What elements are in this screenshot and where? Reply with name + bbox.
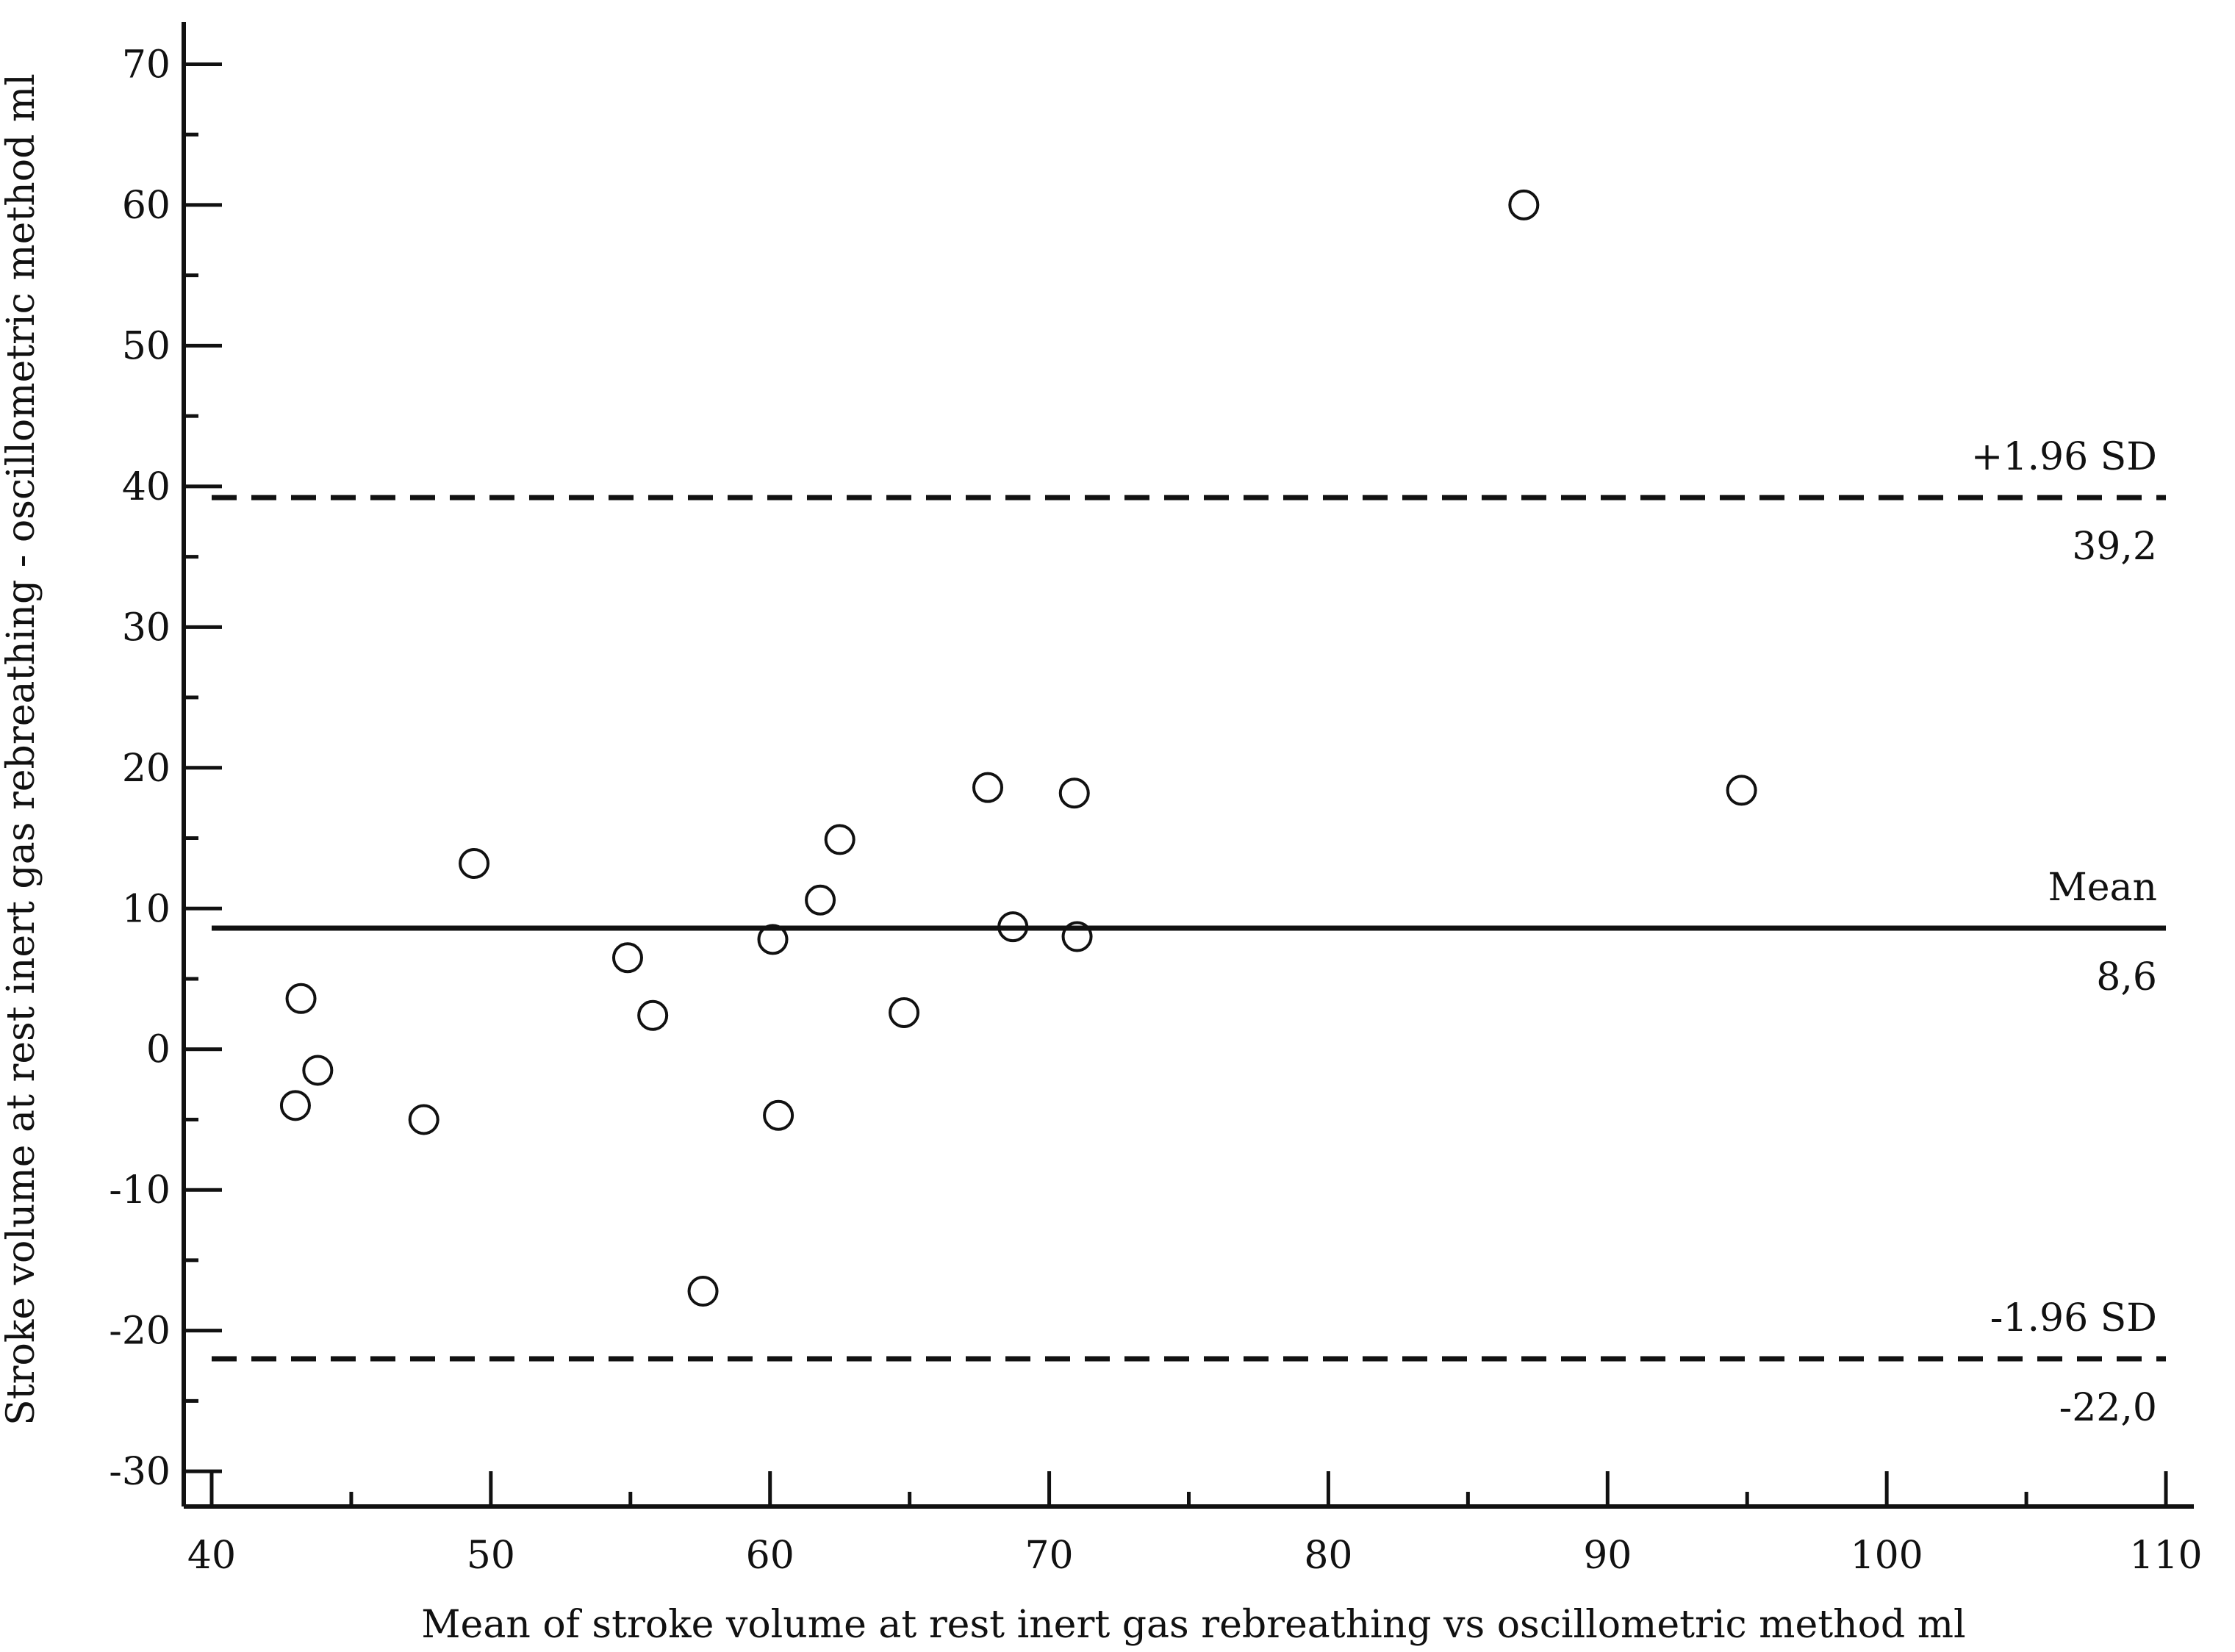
data-point (408, 1104, 440, 1135)
data-point (824, 824, 855, 855)
y-tick-label: 60 (122, 184, 171, 228)
reference-line-value: 39,2 (2072, 525, 2157, 569)
data-point (1061, 921, 1093, 952)
x-tick-label: 100 (1851, 1534, 1923, 1578)
data-point (302, 1055, 334, 1086)
reference-line-label: +1.96 SD (1971, 435, 2157, 479)
data-point (1726, 775, 1757, 806)
x-tick-label: 50 (467, 1534, 515, 1578)
x-tick-label: 90 (1583, 1534, 1632, 1578)
reference-lines: +1.96 SD 39,2 Mean 8,6 -1.96 SD -22,0 (211, 435, 2167, 1430)
data-point (1508, 189, 1540, 220)
x-axis-label: Mean of stroke volume at rest inert gas … (421, 1603, 1965, 1647)
data-point (611, 942, 643, 974)
y-tick-label: 20 (122, 747, 171, 791)
reference-line-value: -22,0 (2059, 1386, 2157, 1430)
data-point (805, 884, 836, 916)
y-tick-label: 40 (122, 465, 171, 509)
reference-line-label: -1.96 SD (1990, 1296, 2157, 1340)
y-tick-label: 10 (122, 887, 171, 931)
x-tick-label: 60 (746, 1534, 794, 1578)
reference-line-label: Mean (2048, 866, 2157, 910)
data-point (459, 847, 490, 879)
data-point (757, 924, 789, 955)
y-tick-label: 70 (122, 43, 171, 87)
x-tick-label: 80 (1304, 1534, 1352, 1578)
x-tick-label: 110 (2129, 1534, 2202, 1578)
y-tick-label: 30 (122, 606, 171, 650)
y-tick-label: 50 (122, 324, 171, 368)
x-tick-label: 40 (187, 1534, 236, 1578)
data-point (285, 983, 317, 1014)
y-tick-label: -10 (109, 1168, 171, 1213)
x-tick-label: 70 (1025, 1534, 1073, 1578)
y-tick-label: -30 (109, 1450, 171, 1494)
data-point (889, 996, 920, 1028)
data-points (279, 189, 1757, 1307)
data-point (1058, 777, 1090, 809)
y-axis-label: Stroke volume at rest inert gas rebreath… (0, 73, 43, 1426)
axes: -30 -20 -10 0 10 20 30 40 50 60 70 40 50 60 70 80 90 100 1… (109, 22, 2203, 1578)
data-point (763, 1099, 794, 1131)
y-tick-label: 0 (146, 1028, 171, 1072)
data-point (279, 1090, 311, 1121)
data-point (687, 1276, 719, 1307)
reference-line-value: 8,6 (2096, 955, 2157, 999)
data-point (997, 911, 1029, 943)
y-tick-label: -20 (109, 1310, 171, 1354)
data-point (972, 772, 1003, 803)
data-point (637, 999, 669, 1031)
